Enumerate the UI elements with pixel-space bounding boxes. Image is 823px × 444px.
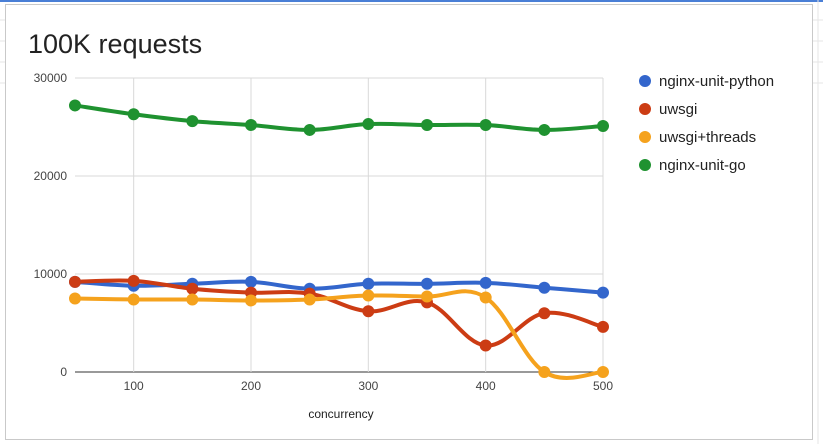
data-point-uwsgi[interactable] <box>362 305 375 318</box>
data-point-nginx-unit-python[interactable] <box>421 277 433 290</box>
data-point-uwsgi+threads[interactable] <box>127 293 140 306</box>
data-point-nginx-unit-python[interactable] <box>479 276 492 289</box>
x-tick-label: 100 <box>124 379 144 393</box>
data-point-nginx-unit-go[interactable] <box>127 108 140 121</box>
data-point-uwsgi+threads[interactable] <box>303 293 316 306</box>
data-point-uwsgi+threads[interactable] <box>538 366 551 378</box>
data-point-nginx-unit-go[interactable] <box>362 118 375 131</box>
data-point-nginx-unit-go[interactable] <box>245 119 257 132</box>
legend-swatch <box>639 159 651 171</box>
data-point-uwsgi[interactable] <box>538 307 551 320</box>
chart-card[interactable]: 0 10000 20000 30000 100 200 300 400 500 100K req… <box>5 4 813 440</box>
data-point-nginx-unit-python[interactable] <box>362 277 375 290</box>
data-point-uwsgi[interactable] <box>479 339 492 352</box>
legend-swatch <box>639 103 651 115</box>
data-point-nginx-unit-python[interactable] <box>245 275 257 288</box>
legend-label[interactable]: nginx-unit-go <box>659 157 746 174</box>
y-tick-label: 10000 <box>34 267 68 281</box>
series-points <box>69 99 609 378</box>
data-point-uwsgi[interactable] <box>597 320 609 333</box>
data-point-uwsgi[interactable] <box>127 274 140 287</box>
series-lines <box>73 103 605 380</box>
gridlines <box>75 77 604 373</box>
data-point-uwsgi[interactable] <box>186 282 199 295</box>
legend-label[interactable]: uwsgi+threads <box>659 129 756 146</box>
data-point-nginx-unit-go[interactable] <box>421 119 433 132</box>
y-tick-label: 0 <box>60 365 67 379</box>
series-line-uwsgi <box>73 278 605 348</box>
series-line-nginx-unit-go <box>73 103 605 132</box>
x-axis-title: concurrency <box>308 407 373 421</box>
series-line-uwsgi+threads <box>73 289 605 380</box>
x-tick-label: 200 <box>241 379 261 393</box>
data-point-nginx-unit-go[interactable] <box>303 123 316 136</box>
data-point-nginx-unit-python[interactable] <box>597 286 609 299</box>
data-point-uwsgi[interactable] <box>69 275 81 288</box>
y-tick-label: 20000 <box>34 169 68 183</box>
data-point-uwsgi+threads[interactable] <box>362 289 375 302</box>
data-point-uwsgi+threads[interactable] <box>186 293 199 306</box>
chart-title: 100K requests <box>28 29 202 59</box>
data-point-nginx-unit-go[interactable] <box>186 115 199 128</box>
data-point-uwsgi+threads[interactable] <box>421 290 433 303</box>
data-point-nginx-unit-go[interactable] <box>538 123 551 136</box>
legend-swatch <box>639 131 651 143</box>
legend[interactable]: nginx-unit-python uwsgi uwsgi+threads nginx… <box>639 73 774 174</box>
data-point-uwsgi+threads[interactable] <box>479 291 492 304</box>
selection-border <box>0 0 823 2</box>
legend-label[interactable]: nginx-unit-python <box>659 73 774 90</box>
x-tick-label: 300 <box>358 379 378 393</box>
legend-label[interactable]: uwsgi <box>659 101 697 118</box>
legend-swatch <box>639 75 651 87</box>
x-tick-label: 500 <box>593 379 613 393</box>
data-point-uwsgi+threads[interactable] <box>69 292 81 305</box>
x-tick-label: 400 <box>476 379 496 393</box>
y-tick-label: 30000 <box>34 71 68 85</box>
data-point-uwsgi+threads[interactable] <box>597 366 609 378</box>
data-point-nginx-unit-go[interactable] <box>479 119 492 132</box>
data-point-uwsgi+threads[interactable] <box>245 294 257 307</box>
data-point-nginx-unit-go[interactable] <box>69 99 81 112</box>
data-point-nginx-unit-go[interactable] <box>597 120 609 133</box>
tick-labels: 0 10000 20000 30000 100 200 300 400 500 <box>34 71 614 393</box>
line-chart: 0 10000 20000 30000 100 200 300 400 500 100K req… <box>28 29 774 421</box>
data-point-nginx-unit-python[interactable] <box>538 281 551 294</box>
